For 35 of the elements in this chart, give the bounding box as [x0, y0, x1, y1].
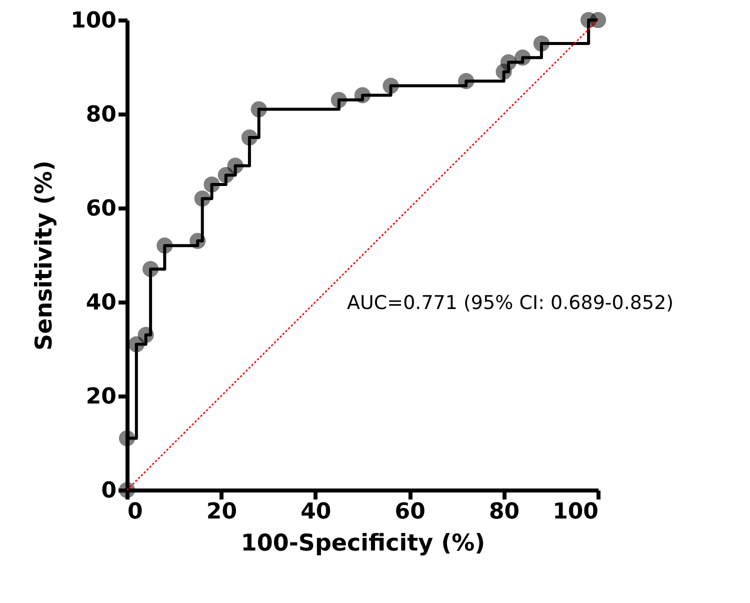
point [218, 167, 234, 184]
y-tick-label: 60 [86, 196, 116, 222]
point [204, 176, 220, 193]
point [382, 78, 399, 94]
y-axis-title: Sensitivity (%) [32, 160, 58, 350]
point [138, 326, 154, 343]
point [194, 190, 210, 207]
point [142, 261, 159, 278]
y-tick-label: 0 [101, 478, 116, 504]
y-tick-label: 40 [86, 290, 116, 316]
x-tick-label: 80 [488, 500, 520, 524]
point [250, 101, 267, 118]
point [533, 35, 550, 52]
x-tick-label: 60 [394, 500, 426, 524]
point [590, 12, 606, 28]
point [190, 232, 206, 249]
y-tick-label: 80 [86, 102, 116, 128]
point [500, 54, 517, 70]
point [330, 92, 348, 108]
point [227, 158, 244, 174]
point [514, 50, 531, 66]
x-axis-title: 100-Specificity (%) [240, 530, 486, 556]
x-tick-label: 40 [300, 500, 332, 524]
point [156, 238, 173, 254]
point [354, 87, 371, 104]
annotation: AUC=0.771 (95% CI: 0.689-0.852) [347, 292, 674, 314]
point [128, 336, 144, 352]
x-tick-label: 0 [128, 500, 143, 524]
point [458, 73, 474, 90]
point [118, 430, 136, 446]
point [241, 129, 258, 146]
x-tick-label: 20 [206, 500, 238, 524]
x-tick-label: 100 [552, 500, 598, 524]
y-tick-label: 100 [70, 8, 116, 34]
y-tick-label: 20 [86, 384, 116, 410]
